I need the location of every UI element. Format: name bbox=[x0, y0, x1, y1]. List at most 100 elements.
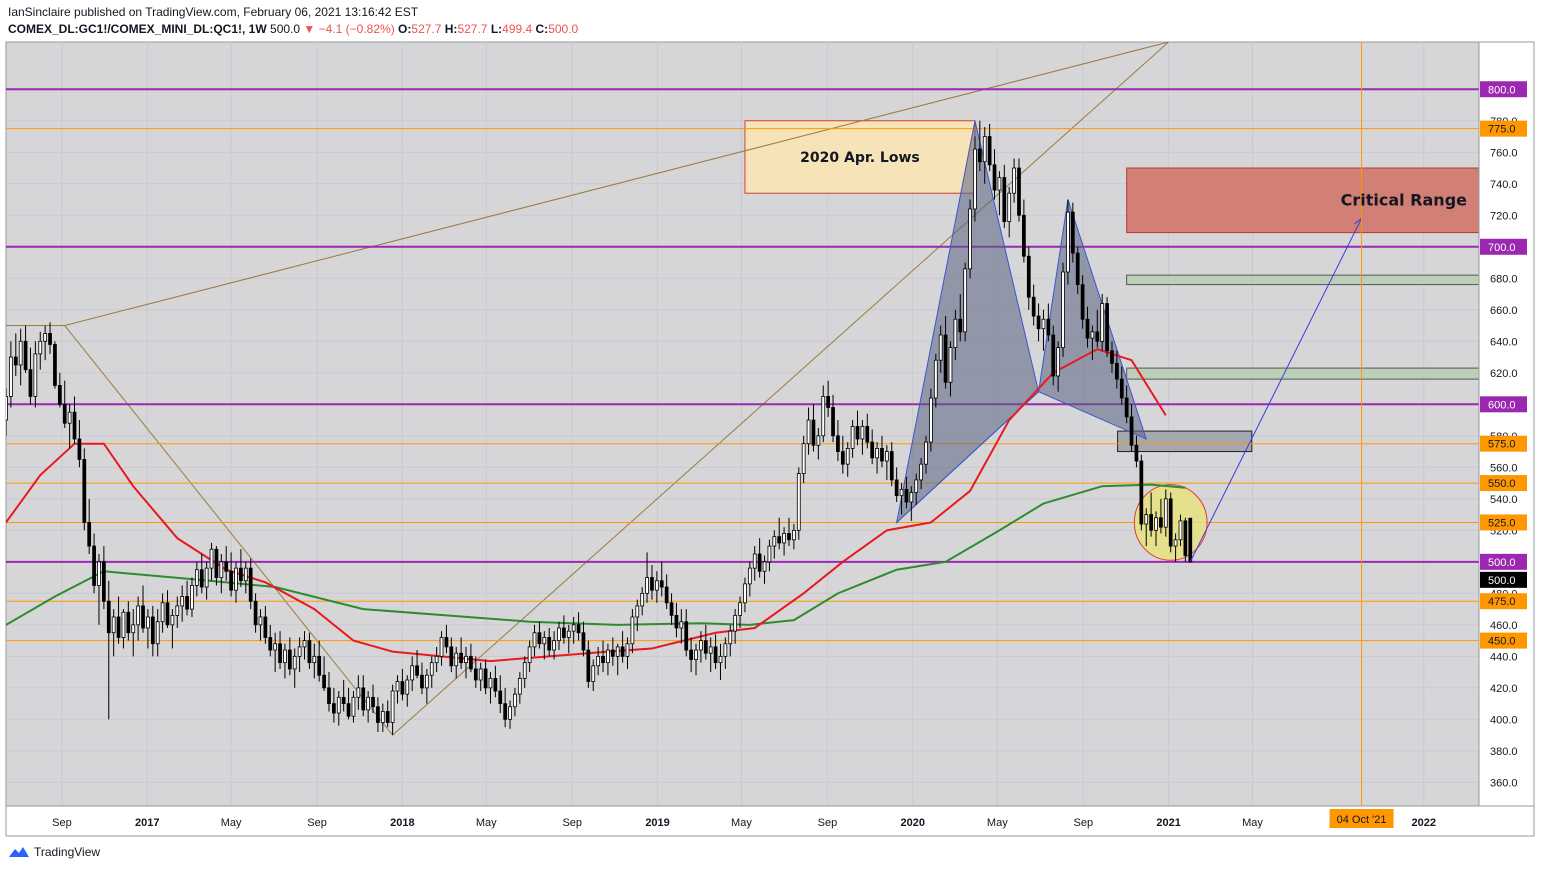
down-arrow-icon: ▼ bbox=[303, 22, 316, 36]
candle-body bbox=[1007, 192, 1012, 222]
candle-body bbox=[743, 583, 747, 604]
y-tick-label: 720.0 bbox=[1490, 210, 1518, 222]
candle-body bbox=[234, 567, 238, 591]
candle-body bbox=[699, 640, 703, 651]
candle-body bbox=[395, 681, 400, 692]
candle-body bbox=[469, 655, 473, 670]
candle-body bbox=[28, 369, 33, 397]
candle-body bbox=[258, 616, 263, 626]
candle-body bbox=[997, 177, 1002, 191]
candle-body bbox=[1124, 397, 1129, 418]
annotation-box bbox=[1117, 430, 1253, 453]
symbol-legend: COMEX_DL:GC1!/COMEX_MINI_DL:QC1!, 1W 500… bbox=[8, 22, 578, 36]
candle-body bbox=[640, 592, 645, 607]
candle-body bbox=[483, 668, 488, 689]
candle-body bbox=[943, 334, 948, 383]
candle-body bbox=[165, 602, 170, 626]
candle-body bbox=[982, 136, 987, 163]
candle-body bbox=[884, 451, 889, 462]
candle-body bbox=[498, 690, 503, 705]
candle-body bbox=[909, 492, 914, 503]
candle-body bbox=[1100, 303, 1105, 342]
candle-body bbox=[811, 419, 816, 446]
candle-body bbox=[332, 703, 336, 714]
plot-background bbox=[5, 41, 1480, 807]
candle-body bbox=[146, 616, 150, 629]
trend-line bbox=[392, 42, 1169, 736]
high-value: 527.7 bbox=[457, 22, 488, 36]
candle-body bbox=[268, 637, 273, 651]
candle-body bbox=[1119, 378, 1124, 399]
level-tag bbox=[1480, 435, 1527, 452]
candle-body bbox=[1188, 517, 1193, 563]
candle-body bbox=[204, 567, 209, 588]
candle-body bbox=[1129, 416, 1134, 446]
candle-body bbox=[449, 646, 454, 667]
level-tag bbox=[1480, 238, 1527, 255]
candle-body bbox=[831, 407, 835, 437]
candle-body bbox=[116, 616, 121, 638]
candle-body bbox=[625, 643, 630, 657]
open-label: O: bbox=[398, 22, 412, 36]
tradingview-brand[interactable]: TradingView bbox=[8, 845, 100, 859]
candle-body bbox=[327, 687, 331, 705]
candle-body bbox=[317, 655, 322, 676]
candle-body bbox=[13, 356, 18, 366]
candle-body bbox=[170, 614, 175, 626]
candle-body bbox=[1105, 303, 1109, 352]
candle-body bbox=[894, 479, 899, 497]
candle-body bbox=[253, 600, 258, 626]
level-tag bbox=[1480, 475, 1527, 492]
candle-body bbox=[782, 533, 786, 544]
candlesticks bbox=[6, 120, 1193, 736]
time-axis[interactable]: Sep 2017 May Sep 2018 May Sep 2019 May Sep 2020 May… bbox=[52, 809, 1436, 829]
candle-body bbox=[1159, 517, 1163, 528]
candle-body bbox=[1051, 334, 1056, 377]
candle-body bbox=[322, 674, 326, 689]
x-tick-label: 2020 bbox=[900, 817, 924, 829]
candle-body bbox=[840, 451, 845, 465]
x-tick-label: Sep bbox=[562, 817, 582, 829]
candle-body bbox=[508, 706, 512, 720]
y-tick-label: 540.0 bbox=[1490, 494, 1518, 506]
candle-body bbox=[1168, 498, 1173, 547]
x-tick-label: May bbox=[731, 817, 752, 829]
price-axis[interactable]: 360.0380.0400.0420.0440.0460.0480.0500.0… bbox=[1480, 81, 1527, 789]
last-price-tag bbox=[1480, 571, 1527, 588]
candle-body bbox=[346, 703, 351, 717]
candle-body bbox=[87, 522, 92, 547]
candle-body bbox=[33, 353, 38, 397]
candle-body bbox=[645, 577, 649, 594]
x-tick-label: 2017 bbox=[135, 817, 159, 829]
candle-body bbox=[586, 649, 591, 682]
candle-body bbox=[371, 696, 375, 708]
candle-body bbox=[136, 605, 140, 626]
candle-body bbox=[880, 448, 884, 462]
candle-body bbox=[180, 596, 185, 607]
candle-body bbox=[493, 678, 498, 692]
candle-body bbox=[150, 616, 155, 645]
level-tag bbox=[1480, 593, 1527, 610]
candle-body bbox=[772, 536, 777, 547]
candle-body bbox=[1114, 362, 1119, 380]
candle-body bbox=[131, 624, 136, 634]
publisher-line: IanSinclaire published on TradingView.co… bbox=[8, 5, 419, 19]
candle-body bbox=[1163, 498, 1168, 528]
candle-body bbox=[424, 674, 429, 689]
candle-body bbox=[968, 208, 972, 270]
candle-body bbox=[1144, 514, 1149, 525]
candle-body bbox=[517, 678, 522, 695]
candle-body bbox=[694, 649, 698, 660]
level-tag-label: 500.0 bbox=[1488, 557, 1516, 569]
candle-body bbox=[1046, 318, 1051, 336]
candle-body bbox=[67, 411, 72, 424]
candle-body bbox=[552, 640, 556, 651]
x-tick-label: 2018 bbox=[390, 817, 414, 829]
candle-body bbox=[801, 443, 806, 475]
candle-body bbox=[938, 334, 943, 361]
low-label: L: bbox=[490, 22, 503, 36]
y-tick-label: 660.0 bbox=[1490, 305, 1518, 317]
candle-body bbox=[1070, 211, 1075, 254]
candle-body bbox=[57, 385, 62, 405]
